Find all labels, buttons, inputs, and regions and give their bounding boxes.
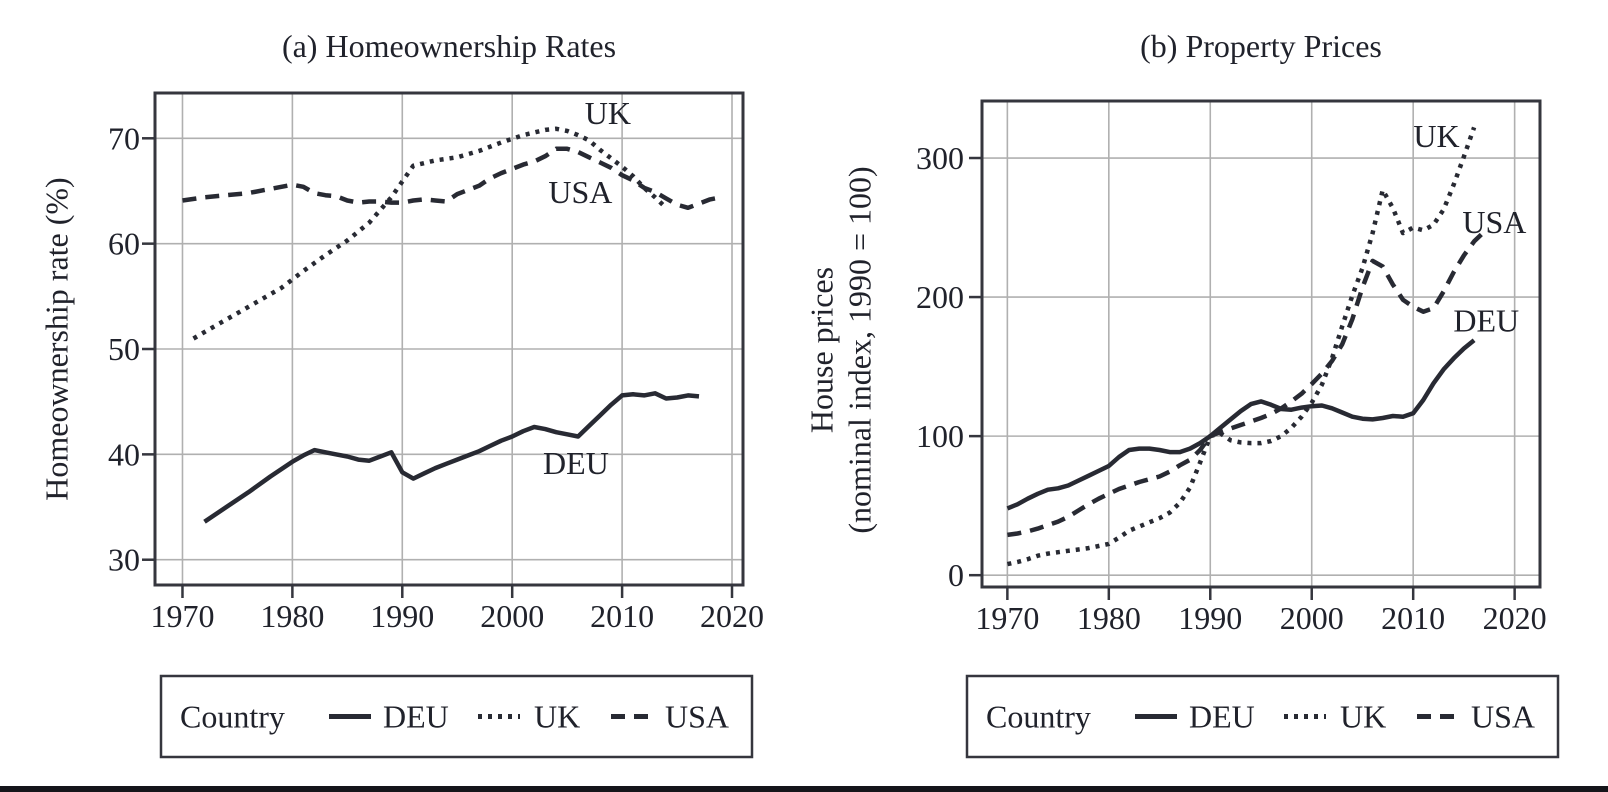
legend-label-uk: UK xyxy=(534,699,580,735)
y-tick-label-200: 200 xyxy=(916,279,964,315)
x-tick-label-1980: 1980 xyxy=(260,598,324,634)
y-tick-label-50: 50 xyxy=(108,331,140,367)
chart-a-title: (a) Homeownership Rates xyxy=(281,28,617,64)
y-tick-label-0: 0 xyxy=(948,557,964,593)
legend-label-usa: USA xyxy=(1471,699,1535,735)
series-label-uk: UK xyxy=(1413,118,1459,154)
homeownership-chart: 1970 1980 1990 2000 2010 2020 30 40 50 60 70 UK USA D… xyxy=(108,91,764,759)
legend-title: Country xyxy=(180,699,285,735)
y-tick-label-70: 70 xyxy=(108,120,140,156)
property-prices-chart: 1970 1980 1990 2000 2010 2020 0 100 200 300 UK USA D… xyxy=(916,99,1560,759)
deu-series-line xyxy=(1006,338,1476,511)
deu-series-line xyxy=(203,391,700,524)
uk-series-line xyxy=(192,126,668,341)
x-tick-label-1970: 1970 xyxy=(975,600,1039,636)
y-tick-label-30: 30 xyxy=(108,542,140,578)
chart-b-title: (b) Property Prices xyxy=(1140,28,1382,64)
legend-title: Country xyxy=(986,699,1091,735)
legend-label-deu: DEU xyxy=(1189,699,1255,735)
x-tick-label-2010: 2010 xyxy=(590,598,654,634)
x-tick-label-1970: 1970 xyxy=(150,598,214,634)
series-label-uk: UK xyxy=(585,95,631,131)
uk-series-line xyxy=(1006,126,1477,567)
legend-label-uk: UK xyxy=(1340,699,1386,735)
x-tick-label-2020: 2020 xyxy=(700,598,764,634)
series-label-deu: DEU xyxy=(1453,303,1519,339)
plot-frame xyxy=(153,91,745,587)
series-label-usa: USA xyxy=(548,174,612,210)
legend-label-usa: USA xyxy=(665,699,729,735)
x-tick-label-2020: 2020 xyxy=(1483,600,1547,636)
x-tick-label-1990: 1990 xyxy=(370,598,434,634)
y-tick-label-300: 300 xyxy=(916,140,964,176)
page-bottom-rule xyxy=(0,786,1608,792)
series-label-deu: DEU xyxy=(543,445,609,481)
x-tick-label-1980: 1980 xyxy=(1077,600,1141,636)
series-label-usa: USA xyxy=(1462,204,1526,240)
usa-series-line xyxy=(1007,230,1486,538)
x-tick-label-2010: 2010 xyxy=(1381,600,1445,636)
x-tick-label-1990: 1990 xyxy=(1178,600,1242,636)
usa-series-line xyxy=(182,146,722,211)
y-tick-label-40: 40 xyxy=(108,436,140,472)
legend-box xyxy=(159,674,754,759)
y-tick-label-100: 100 xyxy=(916,418,964,454)
legend-box xyxy=(965,674,1560,759)
legend-label-deu: DEU xyxy=(383,699,449,735)
plot-frame xyxy=(980,99,1542,589)
x-tick-label-2000: 2000 xyxy=(480,598,544,634)
x-tick-label-2000: 2000 xyxy=(1280,600,1344,636)
y-tick-label-60: 60 xyxy=(108,226,140,262)
